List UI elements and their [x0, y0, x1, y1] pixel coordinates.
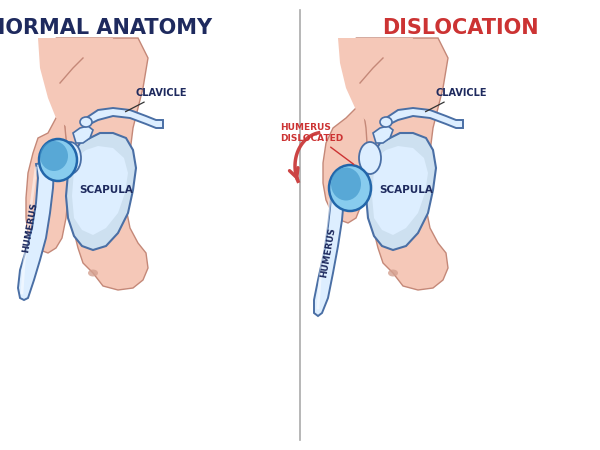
Polygon shape: [366, 133, 436, 250]
Text: SCAPULA: SCAPULA: [379, 185, 433, 195]
Polygon shape: [72, 146, 128, 235]
Text: CLAVICLE: CLAVICLE: [125, 88, 187, 112]
Polygon shape: [18, 160, 54, 300]
Ellipse shape: [40, 141, 68, 171]
Polygon shape: [38, 38, 113, 128]
Polygon shape: [86, 108, 163, 128]
Polygon shape: [356, 38, 448, 290]
Ellipse shape: [388, 270, 398, 276]
Text: CLAVICLE: CLAVICLE: [425, 88, 487, 112]
Polygon shape: [73, 126, 93, 143]
Text: HUMERUS: HUMERUS: [319, 227, 337, 279]
Polygon shape: [66, 133, 136, 250]
Ellipse shape: [329, 165, 371, 211]
Text: HUMERUS
DISLOCATED: HUMERUS DISLOCATED: [280, 123, 354, 164]
Polygon shape: [56, 38, 148, 290]
Polygon shape: [314, 188, 344, 316]
Ellipse shape: [331, 167, 361, 201]
Ellipse shape: [380, 117, 392, 127]
Polygon shape: [386, 108, 463, 128]
Polygon shape: [26, 108, 68, 253]
Polygon shape: [338, 38, 413, 123]
Text: NORMAL ANATOMY: NORMAL ANATOMY: [0, 18, 212, 38]
Polygon shape: [372, 146, 428, 235]
Ellipse shape: [88, 270, 98, 276]
Ellipse shape: [39, 139, 77, 181]
Ellipse shape: [80, 117, 92, 127]
Ellipse shape: [359, 142, 381, 174]
Polygon shape: [373, 126, 393, 143]
Ellipse shape: [59, 142, 81, 174]
Polygon shape: [323, 108, 368, 223]
Text: HUMERUS: HUMERUS: [21, 202, 39, 254]
Text: DISLOCATION: DISLOCATION: [382, 18, 538, 38]
Text: SCAPULA: SCAPULA: [79, 185, 133, 195]
